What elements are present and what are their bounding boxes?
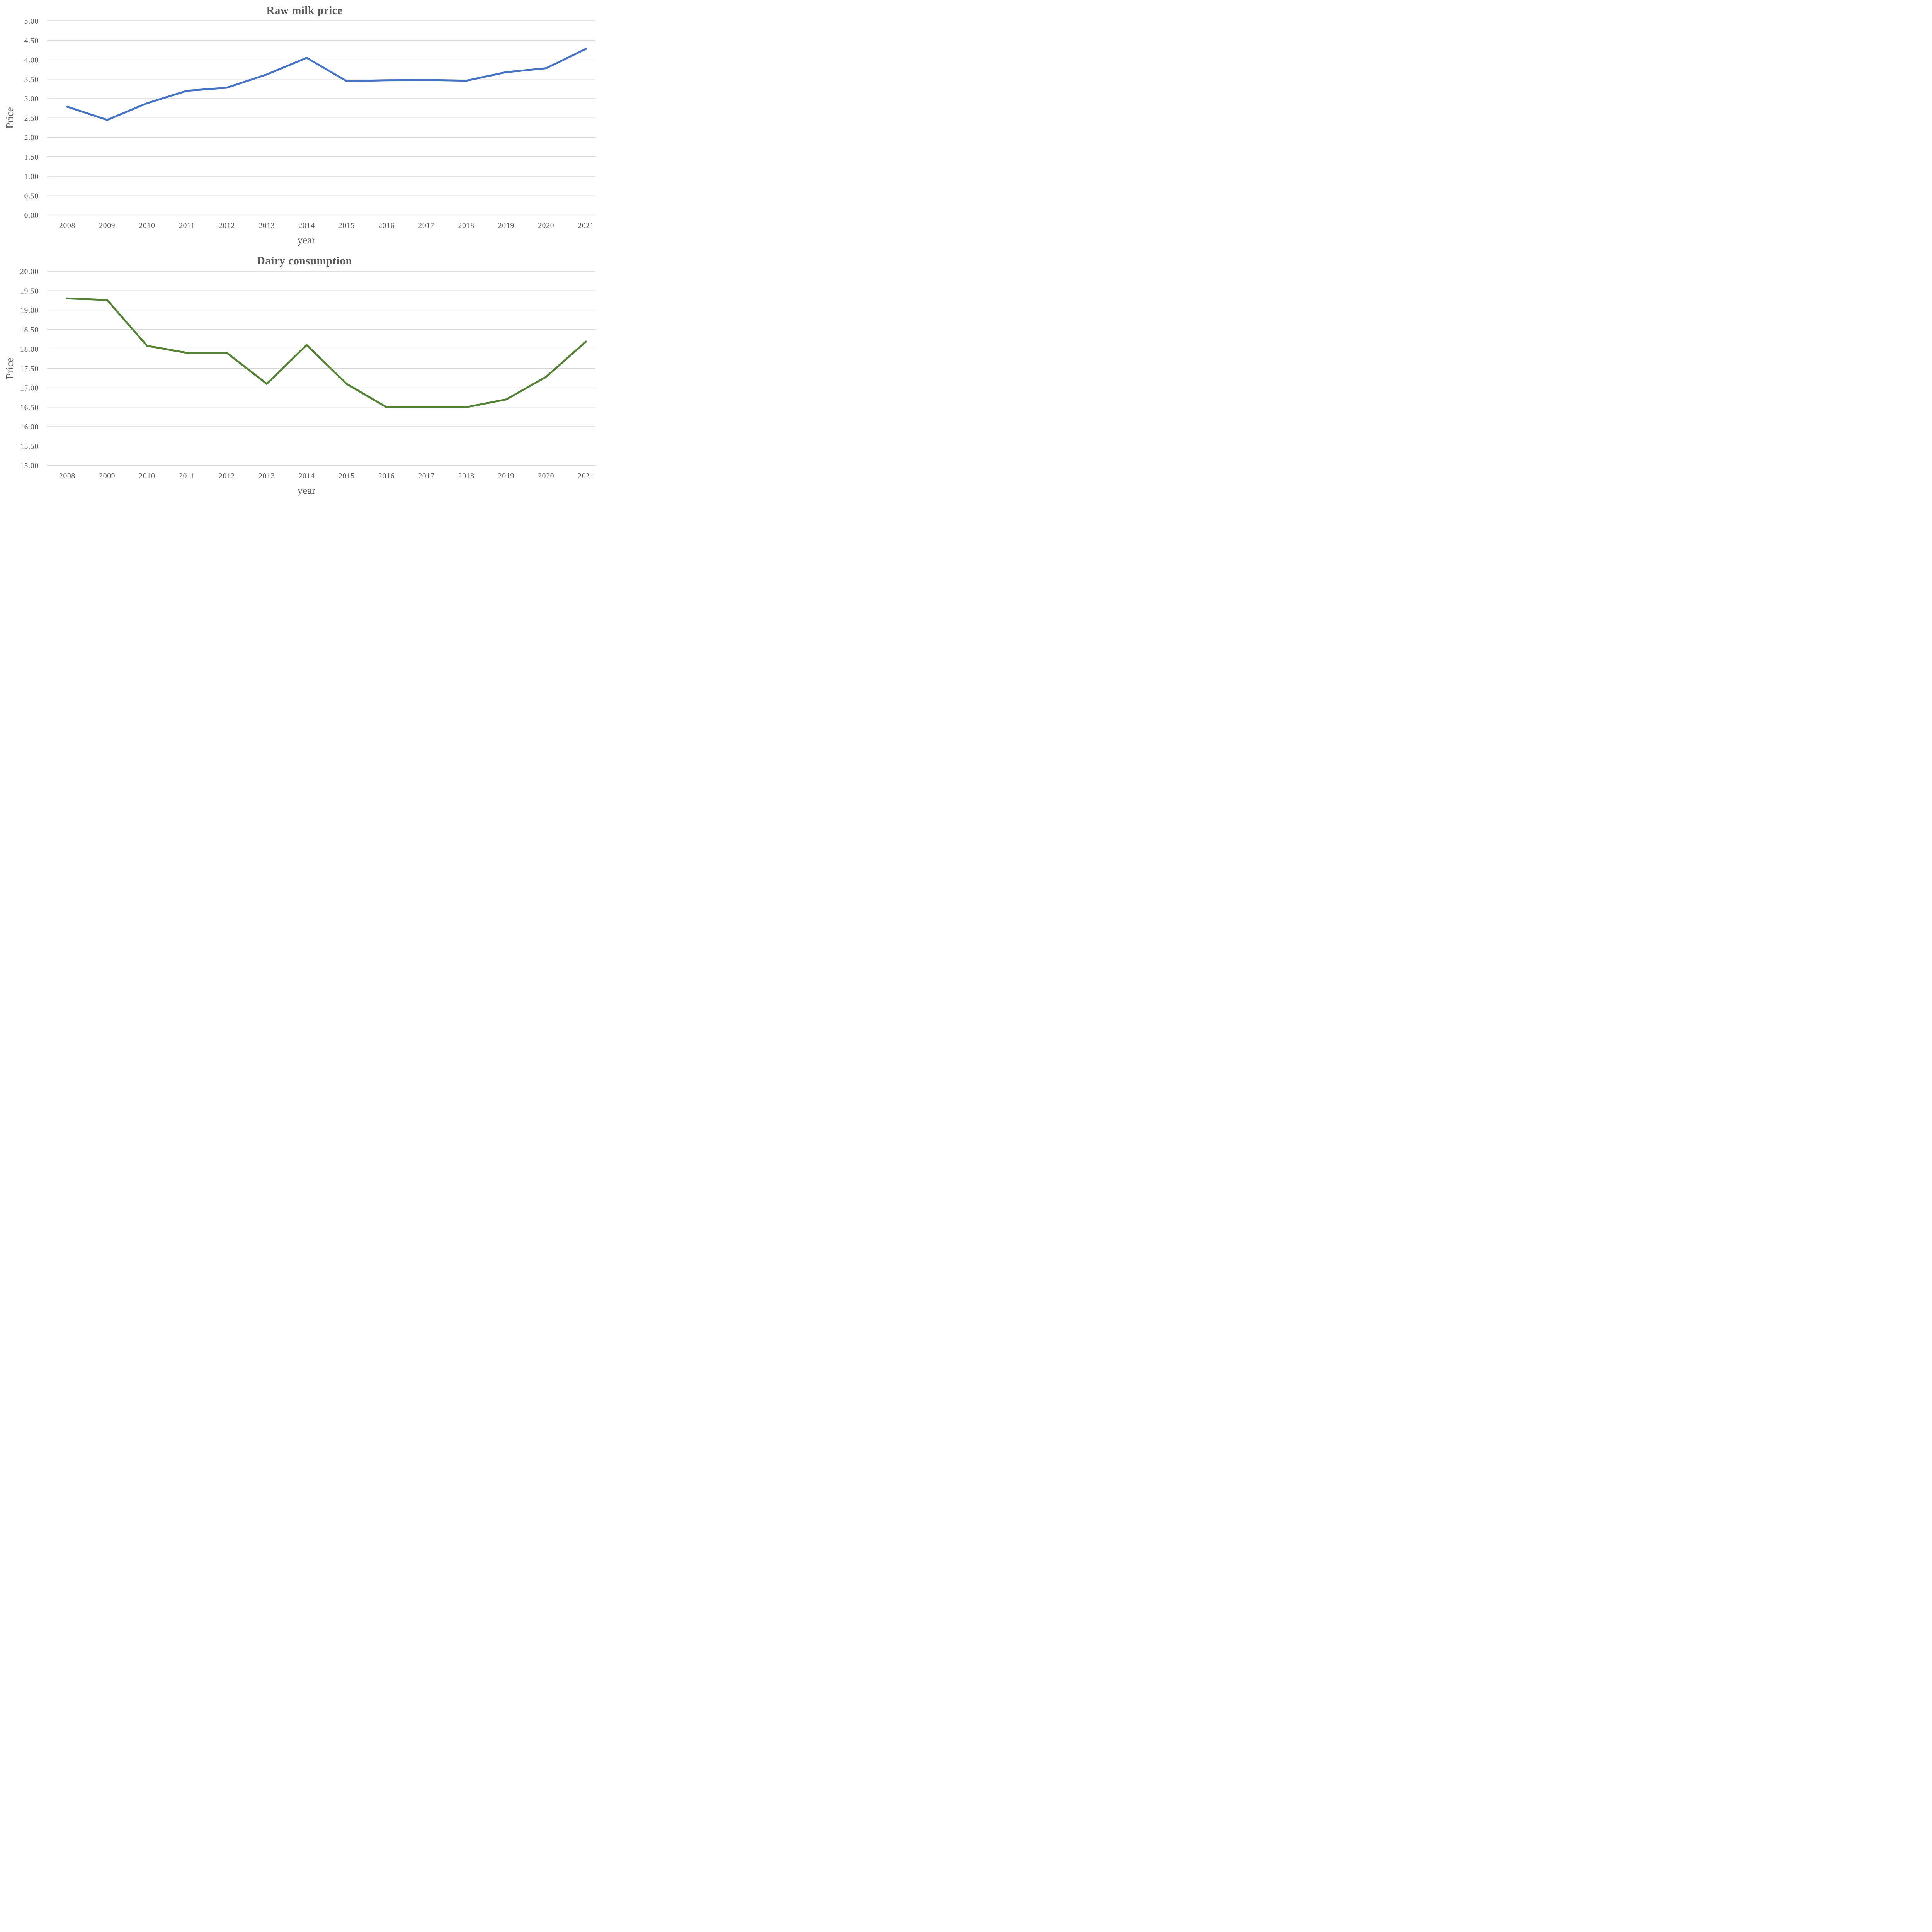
x-tick-label: 2011 [179, 222, 195, 230]
x-axis-title: year [298, 234, 315, 246]
x-tick-label: 2021 [578, 222, 594, 230]
x-tick-label: 2016 [378, 222, 395, 230]
y-tick-label: 4.50 [24, 37, 39, 45]
chart-title: Raw milk price [266, 4, 342, 17]
y-tick-label: 18.00 [20, 345, 39, 354]
x-tick-label: 2015 [338, 222, 355, 230]
y-tick-label: 1.50 [24, 153, 39, 162]
x-tick-label: 2019 [498, 222, 514, 230]
raw-milk-price-line [66, 48, 587, 121]
x-tick-label: 2017 [418, 472, 434, 480]
x-tick-label: 2014 [299, 472, 315, 480]
x-tick-label: 2010 [139, 222, 155, 230]
y-axis-title: Price [4, 357, 15, 379]
y-axis-title: Price [4, 107, 15, 128]
x-tick-label: 2018 [458, 472, 474, 480]
y-tick-label: 2.00 [24, 134, 39, 142]
x-tick-label: 2010 [139, 472, 155, 480]
x-tick-label: 2015 [338, 472, 355, 480]
x-tick-label: 2018 [458, 222, 474, 230]
y-tick-label: 18.50 [20, 326, 39, 334]
x-tick-label: 2008 [59, 222, 75, 230]
y-tick-label: 17.50 [20, 365, 39, 373]
y-tick-label: 16.00 [20, 423, 39, 431]
x-tick-label: 2016 [378, 472, 395, 480]
y-tick-label: 16.50 [20, 404, 39, 412]
x-tick-label: 2012 [219, 222, 235, 230]
y-tick-label: 19.00 [20, 307, 39, 315]
x-tick-label: 2011 [179, 472, 195, 480]
y-tick-label: 5.00 [24, 17, 39, 26]
dairy-consumption-chart: Dairy consumption year Price 20.00 19.50 1… [4, 255, 595, 496]
chart-title: Dairy consumption [257, 255, 352, 267]
x-tick-label: 2021 [578, 472, 594, 480]
x-tick-label: 2008 [59, 472, 75, 480]
x-tick-label: 2013 [259, 472, 275, 480]
plot-area: 20.00 19.50 19.00 18.50 18.00 17.50 17.00 16.50… [20, 268, 595, 480]
x-tick-label: 2020 [538, 472, 554, 480]
y-tick-label: 0.50 [24, 192, 39, 200]
y-tick-label: 3.50 [24, 76, 39, 84]
x-tick-label: 2020 [538, 222, 554, 230]
y-tick-label: 1.00 [24, 173, 39, 181]
x-tick-label: 2019 [498, 472, 514, 480]
y-tick-label: 4.00 [24, 56, 39, 65]
y-tick-label: 17.00 [20, 384, 39, 393]
raw-milk-price-chart: Raw milk price year Price 5.00 4.50 4.00 3.… [4, 4, 595, 246]
x-tick-label: 2014 [299, 222, 315, 230]
x-tick-label: 2009 [99, 472, 115, 480]
x-tick-label: 2013 [259, 222, 275, 230]
charts-page: Raw milk price year Price 5.00 4.50 4.00 3.… [0, 0, 605, 500]
x-axis-title: year [298, 485, 315, 496]
plot-area: 5.00 4.50 4.00 3.50 3.00 2.50 2.00 1.50 1.00 0.50… [24, 17, 595, 230]
x-tick-label: 2009 [99, 222, 115, 230]
y-tick-label: 3.00 [24, 95, 39, 103]
y-tick-label: 15.50 [20, 442, 39, 451]
y-tick-label: 20.00 [20, 268, 39, 276]
x-tick-label: 2017 [418, 222, 434, 230]
y-tick-label: 0.00 [24, 212, 39, 220]
dairy-consumption-line [66, 297, 587, 408]
y-tick-label: 2.50 [24, 114, 39, 122]
y-tick-label: 15.00 [20, 462, 39, 470]
y-tick-label: 19.50 [20, 287, 39, 295]
x-tick-label: 2012 [219, 472, 235, 480]
